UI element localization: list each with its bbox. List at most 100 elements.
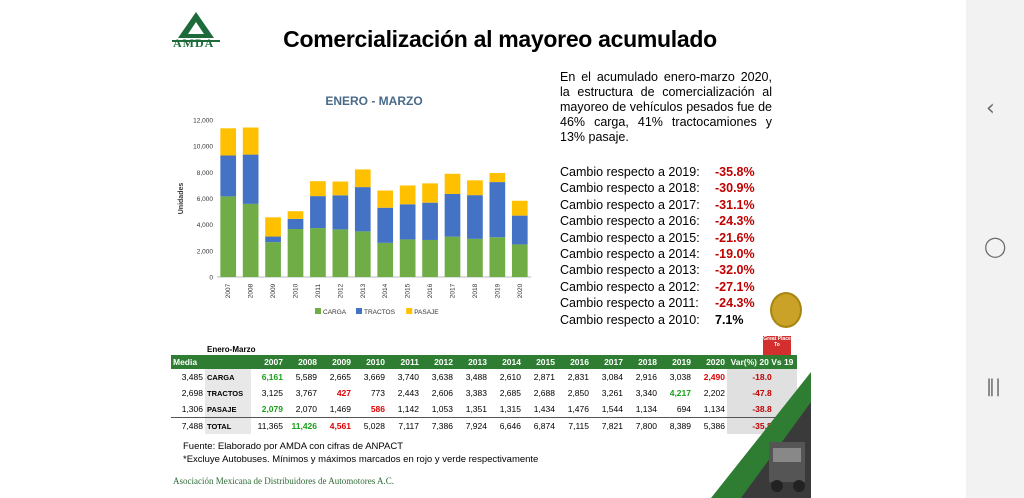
header-year: 2010 — [353, 355, 387, 369]
table-cell: 3,740 — [397, 372, 419, 382]
android-nav-bar: ‹ ◯ ‖| — [966, 0, 1024, 498]
x-tick-label: 2018 — [472, 283, 479, 298]
bar-tractos — [310, 196, 326, 229]
chart-title: ENERO - MARZO — [325, 94, 422, 108]
presentation-slide: AMDA Comercialización al mayoreo acumula… — [155, 0, 811, 498]
table-cell: 5,028 — [353, 417, 387, 434]
recent-apps-icon[interactable]: ‖| — [986, 376, 1002, 397]
table-cell: 11,365 — [251, 417, 285, 434]
table-cell: 1,434 — [533, 404, 555, 414]
bar-carga — [377, 242, 394, 277]
row-var: -47.8 — [727, 385, 797, 401]
bar-carga — [265, 242, 281, 277]
row-label: TRACTOS — [205, 385, 251, 401]
header-label — [205, 355, 251, 369]
table-caption: Enero-Marzo — [207, 345, 256, 354]
table-cell: 2,850 — [567, 388, 589, 398]
bar-carga — [242, 203, 259, 277]
legend-label: CARGA — [323, 309, 347, 316]
x-tick-label: 2009 — [270, 283, 277, 298]
change-label: Cambio respecto a 2010: — [560, 312, 700, 327]
back-icon[interactable]: ‹ — [986, 96, 995, 121]
header-var: Var(%) 20 Vs 19 — [727, 355, 797, 369]
table-cell: 1,544 — [601, 404, 623, 414]
footnotes: Fuente: Elaborado por AMDA con cifras de… — [183, 440, 538, 466]
header-year: 2009 — [319, 355, 353, 369]
change-row: Cambio respecto a 2017: -31.1% — [560, 198, 760, 214]
change-row: Cambio respecto a 2010: 7.1% — [560, 313, 760, 329]
logo-text: AMDA — [173, 36, 215, 50]
table-cell: 3,261 — [601, 388, 623, 398]
footnote-source: Fuente: Elaborado por AMDA con cifras de… — [183, 441, 404, 452]
change-label: Cambio respecto a 2014: — [560, 246, 700, 261]
table-cell: 2,685 — [499, 388, 521, 398]
legend-label: PASAJE — [414, 309, 439, 316]
home-icon[interactable]: ◯ — [984, 234, 1007, 258]
header-year: 2019 — [659, 355, 693, 369]
table-cell: 2,610 — [499, 372, 521, 382]
header-year: 2007 — [251, 355, 285, 369]
change-row: Cambio respecto a 2011: -24.3% — [560, 296, 760, 312]
right-margin — [811, 0, 966, 498]
bar-pasaje — [399, 185, 416, 205]
bar-pasaje — [310, 181, 326, 197]
y-tick-label: 12,000 — [193, 118, 213, 125]
table-cell: 6,161 — [261, 372, 283, 382]
table-cell: 3,084 — [601, 372, 623, 382]
bar-tractos — [265, 236, 281, 243]
table-cell: 1,142 — [397, 404, 419, 414]
data-table: Media 2007 2008 2009 2010 2011 2012 2013 2014 201… — [171, 355, 797, 434]
header-year: 2016 — [557, 355, 591, 369]
table-cell: 1,469 — [329, 404, 351, 414]
table-cell: 11,426 — [285, 417, 319, 434]
table-cell: 1,134 — [703, 404, 725, 414]
table-cell: 5,589 — [295, 372, 317, 382]
table-header-row: Media 2007 2008 2009 2010 2011 2012 2013 2014 201… — [171, 355, 797, 369]
x-tick-label: 2013 — [360, 283, 367, 298]
table-cell: 3,038 — [669, 372, 691, 382]
bar-pasaje — [242, 127, 259, 155]
award-coin-icon — [770, 292, 802, 328]
row-media: 2,698 — [181, 388, 203, 398]
bar-pasaje — [444, 173, 461, 194]
change-value: -30.9% — [715, 181, 755, 196]
table-cell: 427 — [336, 388, 351, 398]
bar-tractos — [511, 215, 528, 245]
header-year: 2012 — [421, 355, 455, 369]
row-label: PASAJE — [205, 401, 251, 418]
x-tick-label: 2012 — [337, 283, 344, 298]
table-cell: 694 — [676, 404, 691, 414]
page-title: Comercialización al mayoreo acumulado — [283, 26, 717, 52]
header-year: 2011 — [387, 355, 421, 369]
change-label: Cambio respecto a 2019: — [560, 165, 700, 179]
table-cell: 4,217 — [669, 388, 691, 398]
table-cell: 1,476 — [567, 404, 589, 414]
header-year: 2014 — [489, 355, 523, 369]
change-row: Cambio respecto a 2012: -27.1% — [560, 280, 760, 296]
change-row: Cambio respecto a 2014: -19.0% — [560, 247, 760, 263]
bar-tractos — [242, 154, 259, 204]
header-year: 2008 — [285, 355, 319, 369]
x-tick-label: 2017 — [450, 283, 457, 298]
table-cell: 2,916 — [635, 372, 657, 382]
table-cell: 1,053 — [431, 404, 453, 414]
table-cell: 3,340 — [635, 388, 657, 398]
change-value: -24.3% — [715, 214, 755, 229]
change-row: Cambio respecto a 2016: -24.3% — [560, 214, 760, 230]
table-cell: 8,389 — [659, 417, 693, 434]
change-value: -24.3% — [715, 296, 755, 311]
bar-pasaje — [287, 211, 304, 219]
header-year: 2017 — [591, 355, 625, 369]
bar-tractos — [287, 218, 304, 229]
bar-tractos — [332, 195, 349, 230]
table-cell: 773 — [370, 388, 385, 398]
x-tick-label: 2010 — [293, 283, 300, 298]
y-tick-label: 2,000 — [197, 248, 214, 255]
table-cell: 3,638 — [431, 372, 453, 382]
legend-swatch — [406, 308, 413, 314]
bar-carga — [220, 196, 237, 277]
y-axis-label: Unidades — [178, 183, 185, 215]
bar-tractos — [422, 202, 438, 240]
change-label: Cambio respecto a 2015: — [560, 230, 700, 245]
truck-decoration-icon — [711, 372, 811, 498]
